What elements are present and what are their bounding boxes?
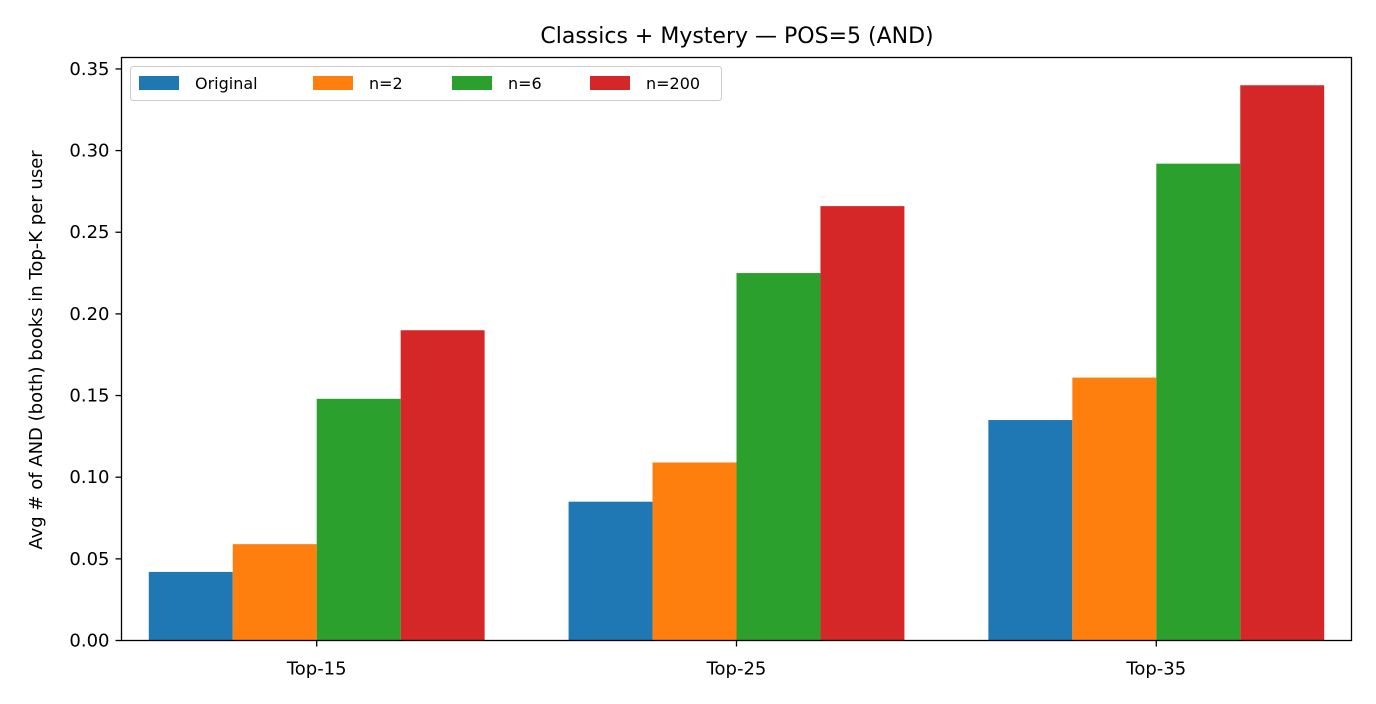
- legend-swatch: [590, 76, 630, 90]
- bar-n-2-top-35: [1072, 377, 1157, 641]
- y-tick-label: 0.35: [69, 59, 109, 80]
- bar-n-6-top-35: [1156, 163, 1241, 641]
- chart-title: Classics + Mystery — POS=5 (AND): [540, 24, 933, 49]
- y-tick-label: 0.10: [69, 467, 109, 488]
- bar-original-top-25: [568, 501, 653, 641]
- legend-frame: [130, 66, 722, 101]
- y-tick-label: 0.05: [69, 549, 109, 570]
- y-tick-label: 0.15: [69, 386, 109, 407]
- y-axis-ticks: 0.00 0.05 0.10 0.15 0.20 0.25 0.30 0.35: [69, 59, 122, 652]
- bar-n-200-top-35: [1240, 85, 1325, 641]
- x-axis-ticks: Top-15 Top-25 Top-35: [286, 640, 1186, 680]
- y-axis-label: Avg # of AND (both) books in Top-K per u…: [26, 150, 47, 550]
- y-tick-label: 0.00: [69, 631, 109, 652]
- bar-n-6-top-25: [736, 273, 821, 641]
- legend-swatch: [452, 76, 492, 90]
- x-tick-label: Top-35: [1125, 659, 1186, 680]
- bar-n-200-top-25: [820, 206, 905, 641]
- y-tick-label: 0.20: [69, 304, 109, 325]
- bar-n-200-top-15: [400, 330, 485, 641]
- x-tick-label: Top-25: [706, 659, 767, 680]
- bar-n-6-top-15: [316, 398, 401, 641]
- bar-original-top-15: [148, 571, 233, 641]
- legend-label: Original: [195, 74, 258, 93]
- legend-label: n=2: [369, 74, 403, 93]
- legend-swatch: [313, 76, 353, 90]
- y-tick-label: 0.30: [69, 141, 109, 162]
- bar-original-top-35: [988, 420, 1073, 641]
- bar-n-2-top-25: [652, 462, 737, 641]
- legend-label: n=200: [646, 74, 700, 93]
- x-tick-label: Top-15: [286, 659, 347, 680]
- bars-group: [148, 85, 1325, 641]
- plot-frame: [120, 56, 1353, 642]
- y-tick-label: 0.25: [69, 222, 109, 243]
- legend-label: n=6: [508, 74, 542, 93]
- bar-n-2-top-15: [232, 544, 317, 641]
- legend: Original n=2 n=6 n=200: [130, 66, 722, 101]
- legend-swatch: [139, 76, 179, 90]
